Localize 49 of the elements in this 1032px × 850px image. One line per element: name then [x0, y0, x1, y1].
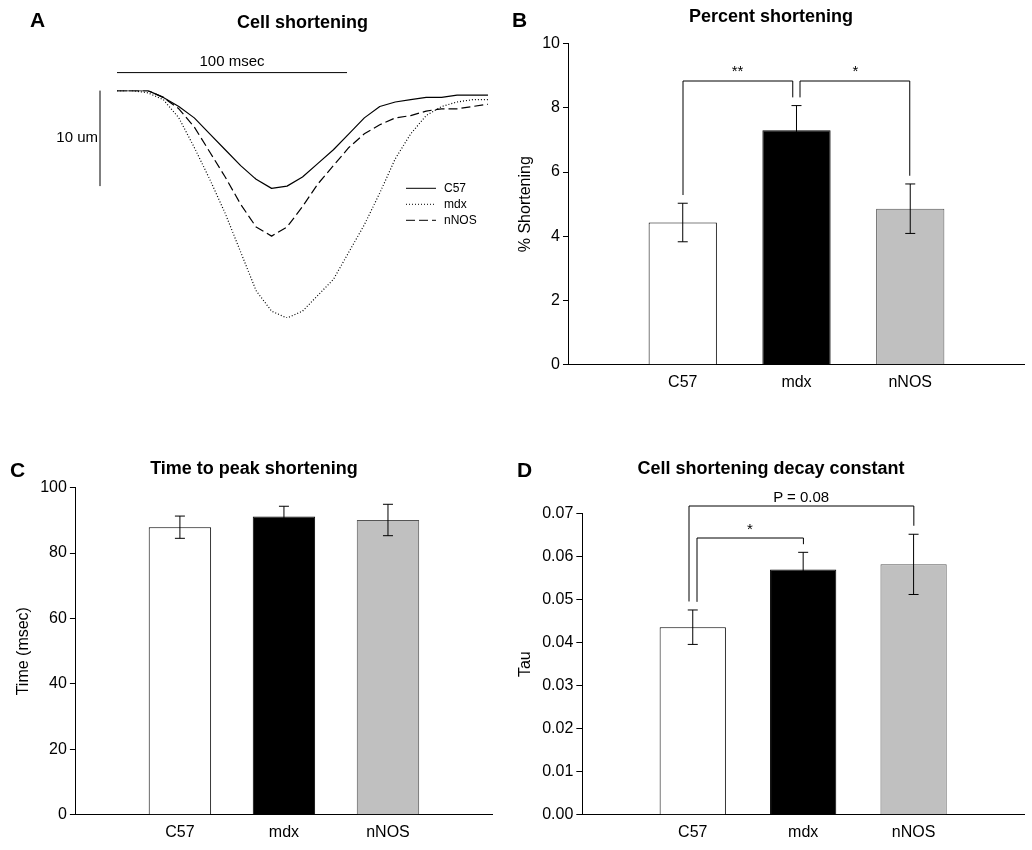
x-tick-label: nNOS: [891, 822, 936, 840]
x-tick-label: C57: [678, 822, 708, 840]
chart-title: Percent shortening: [688, 5, 854, 26]
y-tick-label: 60: [49, 608, 67, 626]
y-tick-label: 10: [542, 34, 561, 52]
text: D: [517, 458, 533, 482]
x-tick-label: C57: [668, 372, 698, 390]
y-tick-label: 20: [49, 739, 67, 757]
y-axis-title: % Shortening: [516, 156, 534, 253]
y-tick-label: 0.04: [542, 633, 574, 651]
text: A: [30, 8, 46, 32]
text: C: [10, 458, 26, 482]
y-tick-label: 0.01: [542, 762, 574, 780]
y-tick-label: 0.02: [542, 719, 574, 737]
chart-title: Time to peak shortening: [150, 457, 358, 478]
x-tick-label: nNOS: [366, 822, 410, 840]
chart-title: Cell shortening decay constant: [637, 457, 905, 478]
y-tick-label: 0: [551, 355, 561, 373]
legend-label: C57: [444, 180, 467, 195]
legend-label: nNOS: [444, 212, 477, 227]
legend-label: mdx: [444, 196, 467, 211]
y-tick-label: 0: [57, 805, 67, 823]
x-tick-label: C57: [165, 822, 195, 840]
y-axis-title: Time (msec): [14, 607, 32, 696]
text: P = 0.08: [773, 488, 830, 506]
annotation: *: [747, 519, 754, 537]
y-tick-label: 100: [40, 478, 67, 496]
x-tick-label: mdx: [268, 822, 300, 840]
text: B: [512, 8, 528, 32]
text: 100 msec: [199, 52, 266, 70]
y-tick-label: 40: [49, 674, 67, 692]
y-tick-label: 0.07: [542, 504, 574, 522]
y-tick-label: 8: [551, 98, 561, 116]
x-tick-label: mdx: [788, 822, 819, 840]
text: 10 um: [56, 128, 98, 146]
y-tick-label: 0.05: [542, 590, 574, 608]
x-tick-label: nNOS: [888, 372, 933, 390]
y-tick-label: 6: [551, 162, 561, 180]
annotation: **: [731, 62, 744, 80]
y-axis-title: Tau: [516, 651, 534, 678]
y-tick-label: 0.06: [542, 547, 574, 565]
y-tick-label: 4: [551, 226, 561, 244]
y-tick-label: 80: [49, 543, 67, 561]
y-tick-label: 2: [551, 290, 561, 308]
chart-title: Cell shortening: [236, 11, 369, 32]
annotation: *: [852, 62, 859, 80]
x-tick-label: mdx: [781, 372, 812, 390]
y-tick-label: 0.00: [542, 805, 574, 823]
y-tick-label: 0.03: [542, 676, 574, 694]
